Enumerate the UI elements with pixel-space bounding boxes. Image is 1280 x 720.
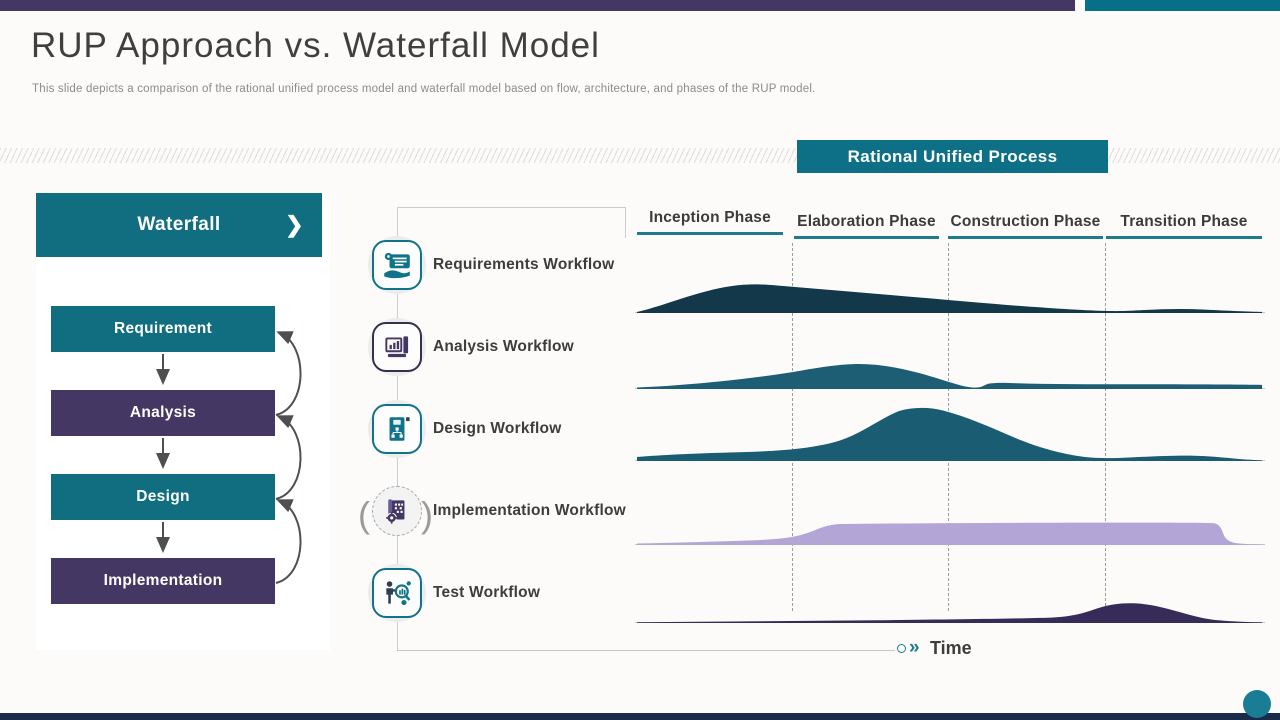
chart-frame-right-line <box>625 207 626 238</box>
waterfall-step-analysis: Analysis <box>51 390 275 436</box>
phase-header-elaboration: Elaboration Phase <box>794 213 939 239</box>
requirements-document-icon <box>372 240 422 290</box>
top-accent-bar-teal <box>1085 0 1280 11</box>
time-axis-label: Time <box>930 638 972 658</box>
left-parenthesis: ( <box>358 494 370 535</box>
test-effort-curve <box>637 603 1262 623</box>
loopback-arrow-icon <box>275 331 302 416</box>
rup-banner: Rational Unified Process <box>797 140 1108 173</box>
workflow-label-implementation: Implementation Workflow <box>433 502 626 519</box>
time-marker-chevrons-icon: » <box>909 637 920 658</box>
analysis-effort-curve <box>637 364 1262 389</box>
hatch-pattern-left <box>0 148 797 163</box>
waterfall-header-label: Waterfall <box>137 214 221 235</box>
workflow-label-analysis: Analysis Workflow <box>433 338 574 355</box>
loopback-arrow-icon <box>275 415 302 500</box>
waterfall-step-requirement: Requirement <box>51 306 275 352</box>
bottom-accent-bar <box>0 713 1280 720</box>
time-marker-circle-icon <box>897 644 906 653</box>
workflow-label-test: Test Workflow <box>433 584 541 601</box>
phase-divider-line <box>792 243 793 611</box>
hatch-pattern-right <box>1108 148 1280 163</box>
corner-circle-decoration <box>1243 690 1271 718</box>
phase-header-construction: Construction Phase <box>948 213 1103 239</box>
loopback-arrow-icon <box>275 499 302 584</box>
phase-divider-line <box>1105 243 1106 611</box>
design-effort-curve <box>637 407 1262 461</box>
workflow-label-requirements: Requirements Workflow <box>433 256 615 273</box>
phase-underline <box>1106 236 1262 239</box>
phase-underline <box>948 236 1103 239</box>
requirements-effort-curve <box>637 284 1262 313</box>
workflow-label-design: Design Workflow <box>433 420 562 437</box>
waterfall-step-design: Design <box>51 474 275 520</box>
chevron-right-icon: ❯ <box>285 212 304 237</box>
waterfall-arrows <box>156 331 302 584</box>
implementation-effort-curve <box>637 522 1262 545</box>
top-accent-bar-purple <box>0 0 1075 11</box>
phase-header-transition: Transition Phase <box>1106 213 1262 239</box>
phase-underline <box>637 232 783 235</box>
page-title: RUP Approach vs. Waterfall Model <box>31 26 600 65</box>
right-parenthesis: ) <box>421 494 433 535</box>
page-subtitle: This slide depicts a comparison of the r… <box>32 83 816 95</box>
time-axis-line <box>397 650 895 651</box>
chart-frame-top-line <box>397 207 625 208</box>
design-blueprint-icon <box>372 404 422 454</box>
analysis-chart-icon <box>372 322 422 372</box>
implementation-gear-icon <box>372 486 422 536</box>
waterfall-step-implementation: Implementation <box>51 558 275 604</box>
test-magnifier-icon <box>372 568 422 618</box>
phase-header-inception: Inception Phase <box>637 209 783 235</box>
phase-underline <box>794 236 939 239</box>
waterfall-header: Waterfall ❯ <box>36 193 322 257</box>
